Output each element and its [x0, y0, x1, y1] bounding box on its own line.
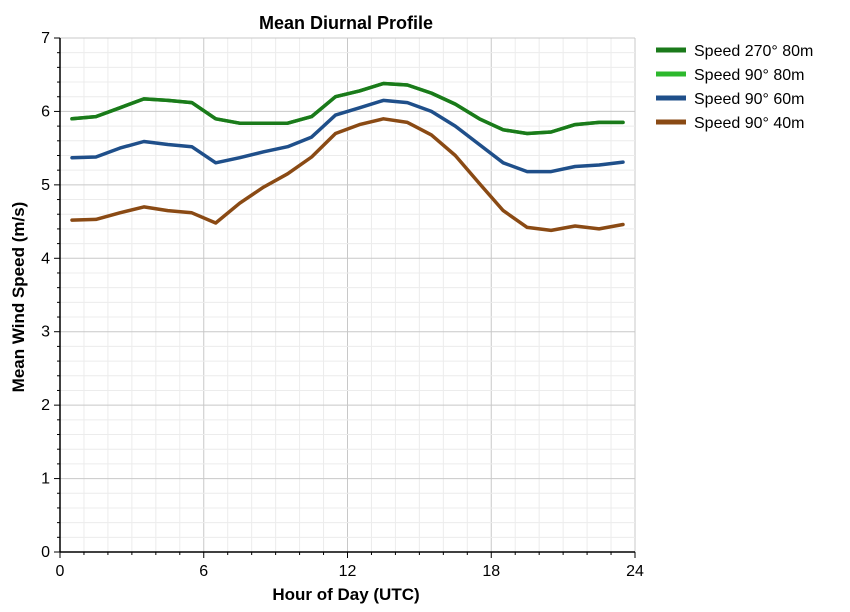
x-tick-label: 24 — [626, 563, 644, 580]
y-tick-label: 7 — [41, 30, 50, 47]
chart-title: Mean Diurnal Profile — [259, 13, 433, 33]
y-tick-label: 0 — [41, 544, 50, 561]
x-tick-label: 12 — [339, 563, 357, 580]
x-axis-label: Hour of Day (UTC) — [272, 585, 419, 604]
legend-label: Speed 90° 80m — [694, 67, 804, 84]
y-tick-label: 1 — [41, 471, 50, 488]
x-tick-label: 6 — [199, 563, 208, 580]
y-tick-label: 5 — [41, 177, 50, 194]
y-tick-label: 4 — [41, 250, 50, 267]
y-tick-label: 3 — [41, 324, 50, 341]
x-tick-label: 18 — [482, 563, 500, 580]
legend: Speed 270° 80m Speed 90° 80m Speed 90° 60m… — [656, 43, 813, 132]
legend-label: Speed 90° 60m — [694, 91, 804, 108]
y-axis-label: Mean Wind Speed (m/s) — [9, 202, 28, 393]
legend-label: Speed 270° 80m — [694, 43, 813, 60]
y-tick-label: 6 — [41, 103, 50, 120]
x-tick-label: 0 — [56, 563, 65, 580]
y-tick-label: 2 — [41, 397, 50, 414]
grid — [60, 38, 635, 552]
legend-label: Speed 90° 40m — [694, 115, 804, 132]
